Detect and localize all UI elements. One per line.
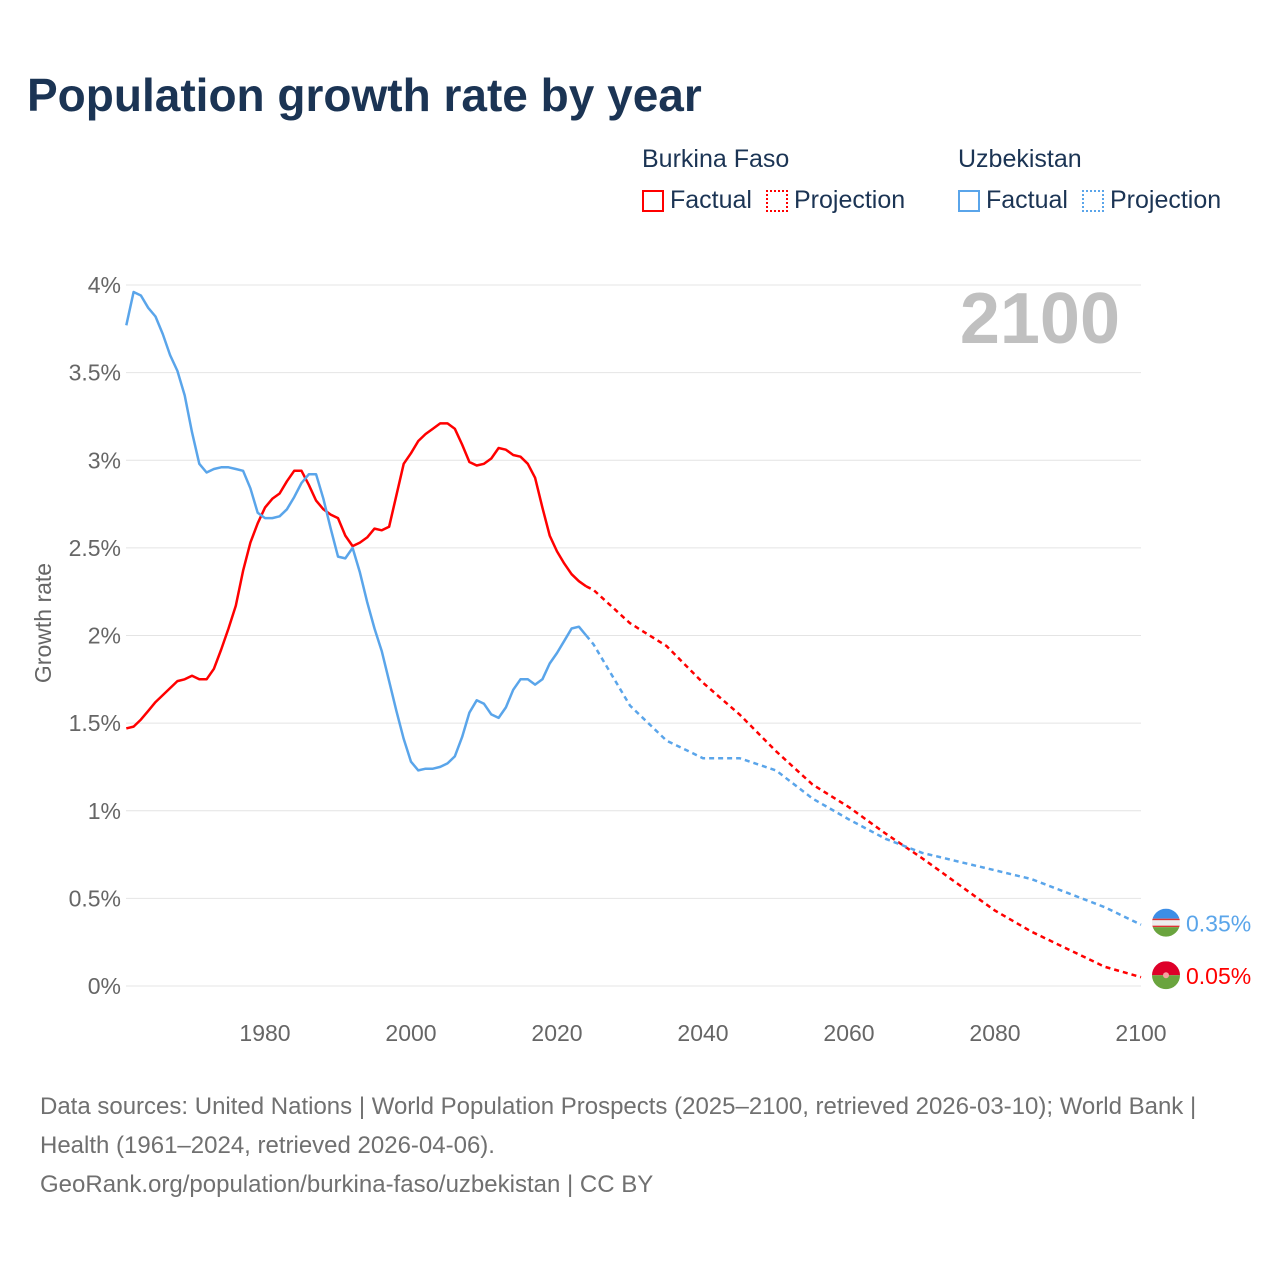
x-tick-label: 2100 [1115,1020,1166,1046]
y-tick-label: 3% [88,447,121,473]
legend-group-title: Uzbekistan [958,145,1082,173]
chart-title: Population growth rate by year [27,69,702,121]
legend-label: Projection [793,186,906,214]
source-link[interactable]: GeoRank.org/population/burkina-faso/uzbe… [40,1171,654,1198]
series-factual-line [125,290,588,772]
legend-swatch-solid [642,189,664,212]
y-tick-label: 4% [88,272,121,298]
y-tick-label: 0.5% [69,885,121,911]
x-tick-label: 1980 [239,1020,290,1046]
series-factual-line [126,422,587,730]
legend-swatch-dotted [1081,189,1104,212]
x-tick-label: 2060 [823,1020,874,1046]
legend-label: Factual [670,186,752,214]
x-tick-label: 2000 [385,1020,436,1046]
y-tick-label: 1.5% [69,710,121,736]
legend-group-title: Burkina Faso [642,145,790,173]
end-value-label: 0.35% [1186,911,1251,937]
legend-factual[interactable]: Factual [958,186,1068,215]
uzbekistan-flag-icon [1152,908,1180,937]
burkina-faso-flag-icon [1152,961,1180,990]
year-display: 2100 [960,279,1120,359]
legend-uzbekistan: Uzbekistan Factual Projection [958,145,1235,219]
x-tick-label: 2020 [531,1020,582,1046]
legend-label: Projection [1109,186,1222,214]
y-tick-label: 2.5% [69,535,121,561]
y-tick-label: 3.5% [69,360,121,386]
legend-burkina-faso: Burkina Faso Factual Projection [642,145,919,219]
legend-projection[interactable]: Projection [1081,186,1222,215]
legend-label: Factual [986,186,1068,214]
legend-projection[interactable]: Projection [765,186,906,215]
x-tick-label: 2080 [969,1020,1020,1046]
y-tick-label: 0% [88,973,121,999]
y-tick-label: 1% [88,798,121,824]
series-projection-line [585,585,1142,979]
footer: Data sources: United Nations | World Pop… [40,1087,1240,1204]
end-value-label: 0.05% [1186,963,1251,989]
legend-factual[interactable]: Factual [642,186,752,215]
y-axis-label: Growth rate [30,563,56,683]
legend-swatch-dotted [765,189,788,212]
series-projection-line [585,634,1142,926]
y-tick-label: 2% [88,623,121,649]
data-sources: Data sources: United Nations | World Pop… [40,1093,1197,1159]
x-tick-label: 2040 [677,1020,728,1046]
legend-swatch-solid [958,189,980,212]
